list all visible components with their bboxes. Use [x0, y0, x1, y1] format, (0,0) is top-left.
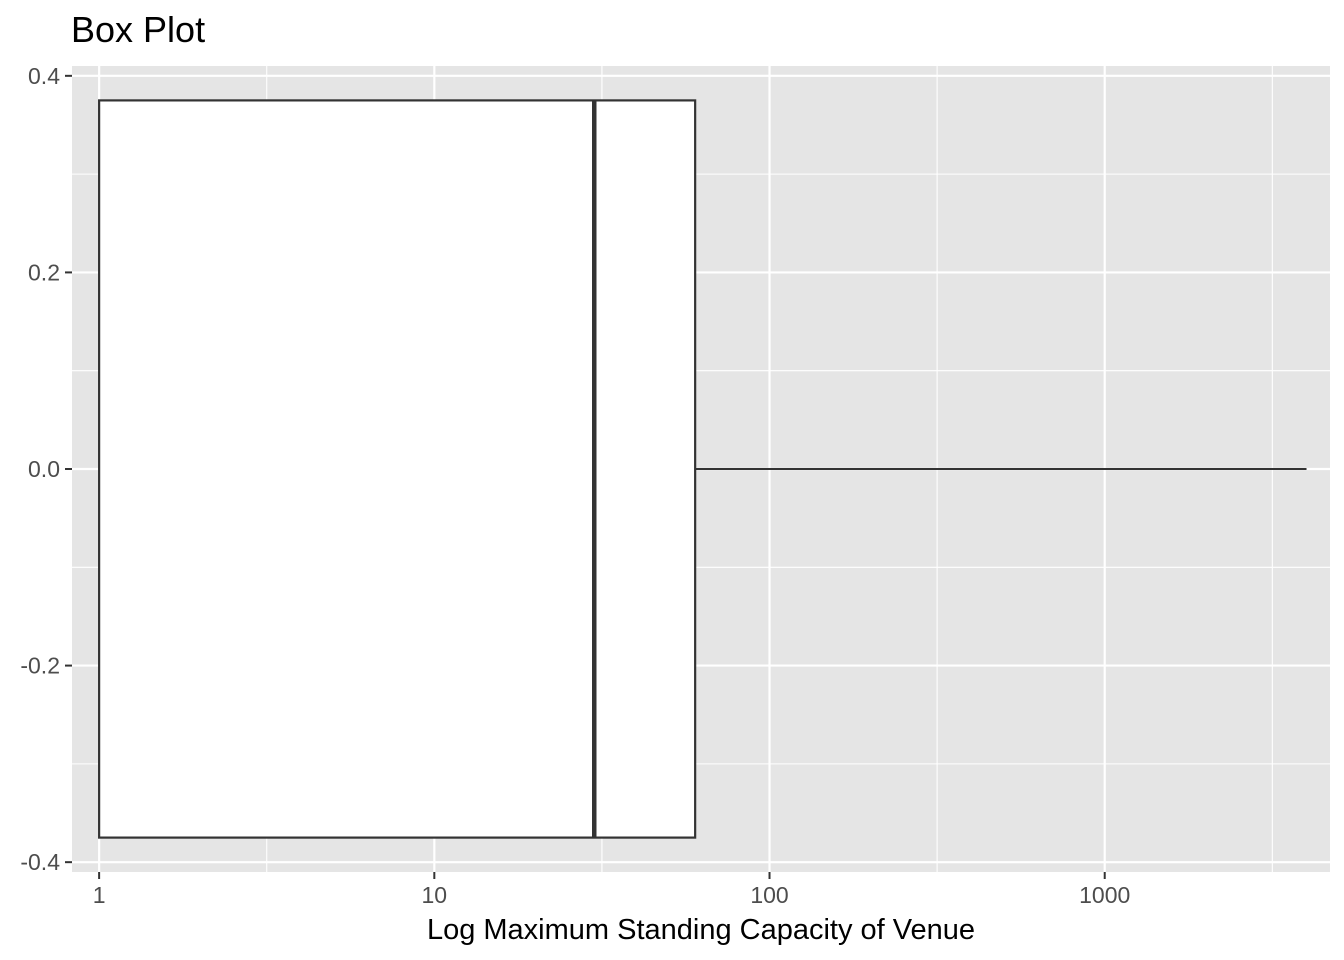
y-tick-label: -0.2 [20, 653, 60, 679]
y-tick-label: -0.4 [20, 849, 60, 875]
y-tick-label: 0.0 [28, 456, 60, 482]
y-axis: -0.4 -0.2 0.0 0.2 0.4 [20, 63, 72, 875]
x-axis-title: Log Maximum Standing Capacity of Venue [427, 914, 975, 946]
box-plot [98, 99, 1307, 839]
x-tick-label: 1 [93, 882, 106, 908]
y-tick-label: 0.4 [28, 63, 60, 89]
x-axis: 1 10 100 1000 [93, 872, 1130, 908]
chart-title: Box Plot [71, 9, 205, 50]
x-tick-label: 10 [422, 882, 448, 908]
y-tick-label: 0.2 [28, 259, 60, 285]
x-tick-label: 1000 [1079, 882, 1130, 908]
interquartile-box [98, 99, 697, 839]
x-tick-label: 100 [750, 882, 788, 908]
